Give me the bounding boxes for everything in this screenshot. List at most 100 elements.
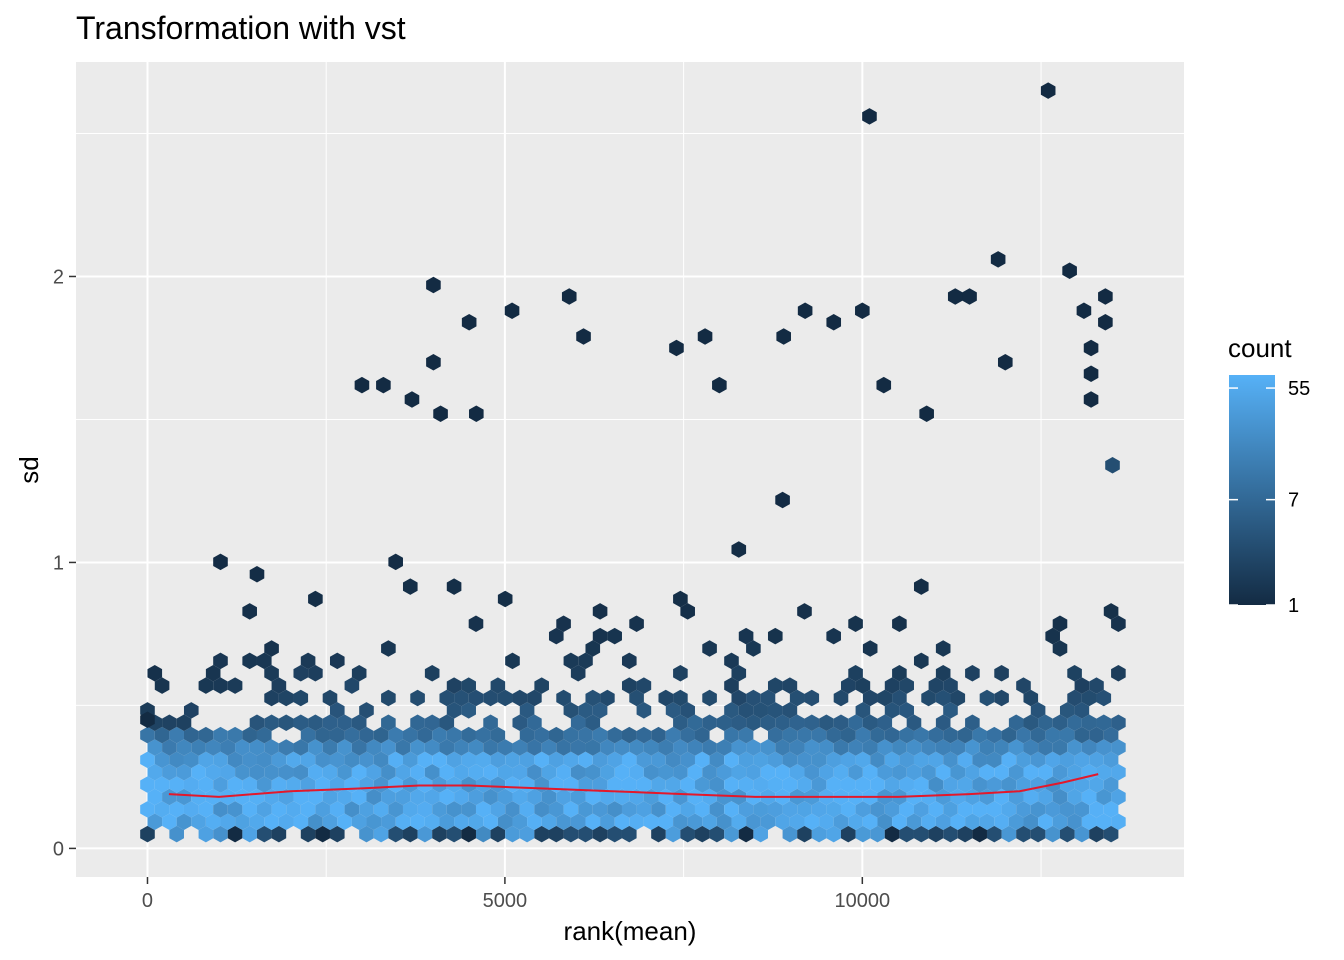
hexbin-cell: [833, 813, 849, 830]
hexbin-cell: [468, 763, 484, 781]
hexbin-cell: [381, 689, 396, 707]
hexbin-cell: [483, 714, 498, 731]
hexbin-cell: [256, 825, 272, 843]
hexbin-cell: [709, 801, 725, 818]
hexbin-cell: [906, 714, 922, 731]
hexbin-cell: [643, 739, 659, 756]
hexbin-cell: [833, 763, 849, 781]
hexbin-cell: [716, 739, 732, 756]
hexbin-cell: [658, 689, 674, 707]
hexbin-cell: [1074, 702, 1090, 719]
hexbin-cell: [621, 751, 637, 769]
hexbin-cell: [578, 751, 593, 769]
hexbin-cell: [913, 801, 929, 818]
hexbin-cell: [570, 813, 586, 830]
hexbin-cell: [986, 825, 1002, 843]
hexbin-cell: [892, 664, 907, 682]
hexbin-cell: [140, 825, 155, 843]
hexbin-cell: [432, 825, 447, 843]
hexbin-cell: [534, 751, 549, 769]
x-tick-label: 5000: [483, 890, 528, 912]
hexbin-cell: [709, 776, 725, 793]
hexbin-cell: [629, 615, 644, 632]
hexbin-cell: [724, 825, 739, 843]
hexbin-cell: [957, 801, 973, 818]
hexbin-cell: [351, 788, 367, 806]
hexbin-cell: [994, 763, 1009, 781]
hexbin-cell: [278, 714, 294, 731]
hexbin-cell: [561, 288, 577, 305]
hexbin-cell: [256, 801, 272, 818]
hexbin-cell: [789, 689, 805, 707]
hexbin-cell: [541, 788, 557, 806]
hexbin-cell: [256, 776, 272, 793]
hexbin-cell: [381, 813, 396, 830]
hexbin-cell: [950, 739, 966, 756]
hexbin-cell: [840, 751, 856, 769]
hexbin-cell: [1074, 825, 1090, 843]
hexbin-cell: [337, 788, 352, 806]
hexbin-cell: [731, 689, 747, 707]
hexbin-cell: [585, 763, 601, 781]
hexbin-cell: [935, 714, 951, 731]
hexbin-cell: [716, 813, 732, 830]
hexbin-cell: [308, 664, 323, 682]
trend-line: [168, 773, 1099, 798]
hexbin-cell: [629, 689, 644, 707]
hexbin-cell: [162, 788, 177, 806]
hexbin-cell: [1038, 788, 1053, 806]
hexbin-cell: [840, 677, 856, 694]
hexbin-cell: [607, 776, 622, 793]
hexbin-cell: [804, 813, 820, 830]
hexbin-cell: [381, 714, 396, 731]
hexbin-cell: [994, 689, 1009, 707]
y-tick-label: 2: [53, 266, 64, 288]
hexbin-cell: [570, 763, 586, 781]
hexbin-cell: [804, 714, 820, 731]
hexbin-cell: [789, 763, 805, 781]
hexbin-cell: [826, 801, 841, 818]
hexbin-cell: [767, 702, 783, 719]
hexbin-cell: [1111, 763, 1126, 781]
hexbin-cell: [505, 825, 520, 843]
hexbin-cell: [351, 714, 367, 731]
hexbin-cell: [877, 763, 893, 781]
hexbin-cell: [497, 788, 513, 806]
hexbin-cell: [694, 825, 710, 843]
hexbin-cell: [556, 813, 571, 830]
hexbin-cell: [1089, 825, 1104, 843]
hexbin-cell: [935, 640, 951, 657]
hexbin-cell: [308, 590, 323, 608]
hexbin-cell: [424, 763, 440, 781]
hexbin-cell: [884, 776, 900, 793]
hexbin-cell: [862, 108, 877, 125]
hexbin-cell: [1045, 627, 1060, 645]
hexbin-cell: [636, 776, 652, 793]
hexbin-cell: [1089, 801, 1104, 818]
hexbin-cell: [563, 801, 579, 818]
hexbin-cell: [402, 825, 418, 843]
hexbin-cell: [140, 711, 155, 728]
hexbin-cell: [468, 739, 484, 756]
hexbin-cell: [1023, 788, 1039, 806]
hexbin-cell: [373, 801, 389, 818]
hexbin-cell: [512, 714, 528, 731]
y-tick-label: 1: [53, 552, 64, 574]
hexbin-cell: [673, 739, 688, 756]
hexbin-cell: [264, 739, 279, 756]
hexbin-cell: [731, 739, 747, 756]
hexbin-cell: [862, 714, 878, 731]
hexbin-cell: [986, 726, 1002, 744]
hexbin-cell: [344, 726, 360, 744]
hexbin-cell: [833, 714, 849, 731]
hexbin-cell: [702, 813, 717, 830]
hexbin-cell: [694, 801, 710, 818]
hexbin-cell: [519, 726, 535, 744]
hexbin-cell: [1045, 825, 1060, 843]
hexbin-cell: [527, 689, 542, 707]
hexbin-cell: [308, 763, 323, 781]
hexbin-cell: [541, 813, 557, 830]
hexbin-cell: [169, 726, 184, 744]
legend-colorbar: [1229, 375, 1275, 605]
hexbin-cell: [483, 689, 498, 707]
